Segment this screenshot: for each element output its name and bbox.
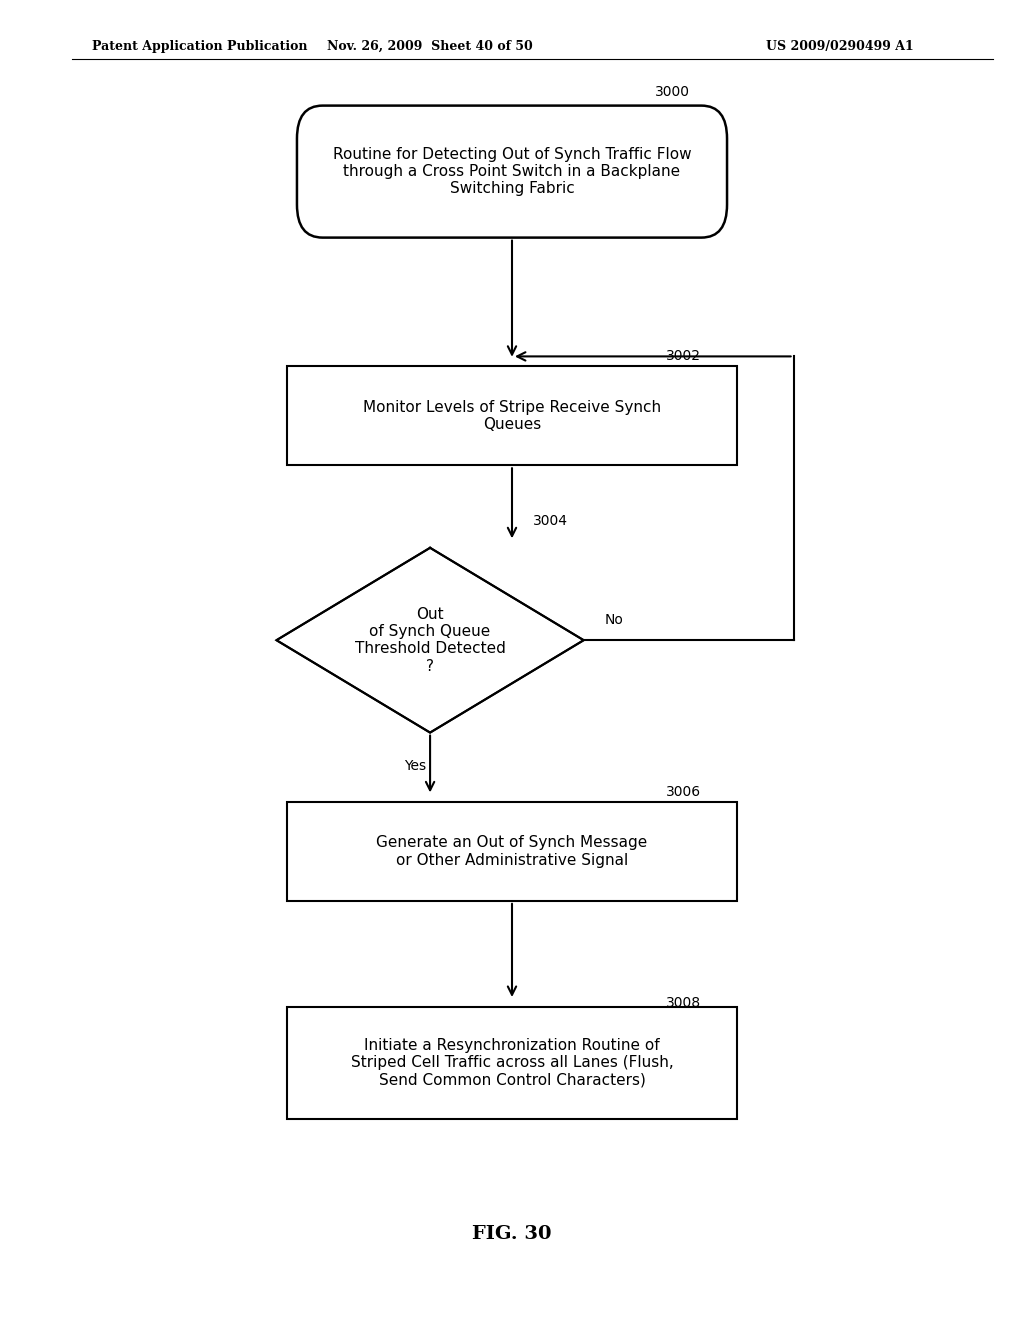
Text: Out
of Synch Queue
Threshold Detected
?: Out of Synch Queue Threshold Detected ?: [354, 607, 506, 673]
Bar: [287, 1006, 737, 1119]
Text: Generate an Out of Synch Message
or Other Administrative Signal: Generate an Out of Synch Message or Othe…: [377, 836, 647, 867]
Text: 3006: 3006: [666, 785, 700, 799]
Polygon shape: [276, 548, 584, 733]
Text: No: No: [604, 614, 623, 627]
Text: US 2009/0290499 A1: US 2009/0290499 A1: [766, 40, 913, 53]
Text: Patent Application Publication: Patent Application Publication: [92, 40, 307, 53]
Text: 3002: 3002: [666, 350, 700, 363]
Bar: [287, 366, 737, 465]
Text: Nov. 26, 2009  Sheet 40 of 50: Nov. 26, 2009 Sheet 40 of 50: [328, 40, 532, 53]
Text: 3004: 3004: [532, 515, 567, 528]
Text: Routine for Detecting Out of Synch Traffic Flow
through a Cross Point Switch in : Routine for Detecting Out of Synch Traff…: [333, 147, 691, 197]
Text: Initiate a Resynchronization Routine of
Striped Cell Traffic across all Lanes (F: Initiate a Resynchronization Routine of …: [350, 1038, 674, 1088]
Bar: [287, 801, 737, 900]
Text: Yes: Yes: [404, 759, 427, 772]
Text: FIG. 30: FIG. 30: [472, 1225, 552, 1243]
FancyBboxPatch shape: [297, 106, 727, 238]
Text: 3000: 3000: [655, 86, 690, 99]
Text: Monitor Levels of Stripe Receive Synch
Queues: Monitor Levels of Stripe Receive Synch Q…: [362, 400, 662, 432]
Text: 3008: 3008: [666, 997, 700, 1010]
